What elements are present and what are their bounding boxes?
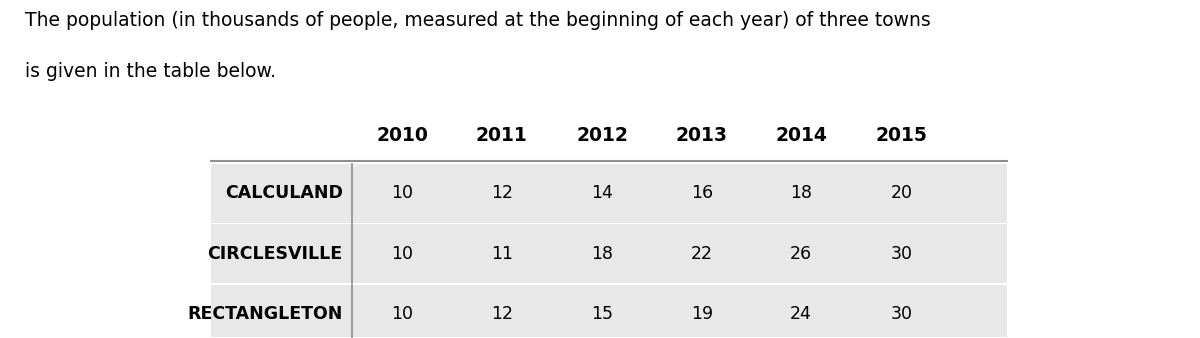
- Text: 12: 12: [491, 184, 512, 202]
- FancyBboxPatch shape: [211, 224, 1007, 283]
- Text: 30: 30: [890, 245, 913, 263]
- Text: 12: 12: [491, 305, 512, 323]
- Text: 16: 16: [691, 184, 713, 202]
- Text: 10: 10: [391, 184, 414, 202]
- FancyBboxPatch shape: [211, 164, 1007, 223]
- Text: 2012: 2012: [576, 126, 629, 145]
- Text: 20: 20: [890, 184, 913, 202]
- Text: 2010: 2010: [377, 126, 428, 145]
- Text: 18: 18: [790, 184, 812, 202]
- Text: 2011: 2011: [476, 126, 528, 145]
- Text: 15: 15: [592, 305, 613, 323]
- Text: CALCULAND: CALCULAND: [224, 184, 342, 202]
- Text: 2015: 2015: [876, 126, 928, 145]
- Text: CIRCLESVILLE: CIRCLESVILLE: [208, 245, 342, 263]
- Text: 10: 10: [391, 305, 414, 323]
- Text: 19: 19: [691, 305, 713, 323]
- Text: 2014: 2014: [775, 126, 827, 145]
- Text: 2013: 2013: [676, 126, 727, 145]
- Text: 24: 24: [790, 305, 812, 323]
- Text: The population (in thousands of people, measured at the beginning of each year) : The population (in thousands of people, …: [25, 11, 931, 30]
- Text: is given in the table below.: is given in the table below.: [25, 62, 276, 81]
- Text: RECTANGLETON: RECTANGLETON: [187, 305, 342, 323]
- Text: 14: 14: [592, 184, 613, 202]
- Text: 11: 11: [491, 245, 512, 263]
- Text: 30: 30: [890, 305, 913, 323]
- Text: 22: 22: [691, 245, 713, 263]
- FancyBboxPatch shape: [211, 285, 1007, 338]
- Text: 18: 18: [592, 245, 613, 263]
- Text: 26: 26: [790, 245, 812, 263]
- Text: 10: 10: [391, 245, 414, 263]
